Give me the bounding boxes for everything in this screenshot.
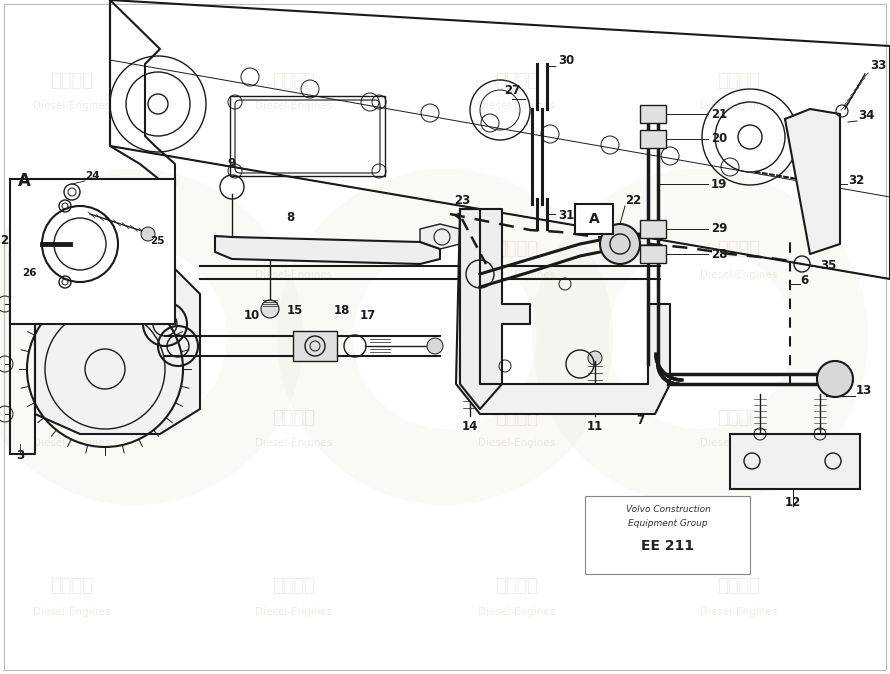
Text: Diesel-Engines: Diesel-Engines: [255, 270, 332, 280]
Text: Diesel-Engines: Diesel-Engines: [255, 607, 332, 617]
Text: 柴发动力: 柴发动力: [50, 72, 93, 90]
Text: EE 211: EE 211: [642, 539, 694, 553]
Text: A: A: [18, 172, 31, 190]
Bar: [640, 245, 666, 263]
Text: 1: 1: [101, 229, 109, 242]
Text: 14: 14: [462, 420, 478, 433]
Text: Diesel-Engines: Diesel-Engines: [478, 270, 554, 280]
Text: 30: 30: [558, 54, 574, 67]
Circle shape: [427, 338, 443, 354]
Circle shape: [261, 300, 279, 318]
Text: A: A: [588, 212, 599, 226]
Text: 25: 25: [150, 236, 165, 246]
Text: 31: 31: [558, 209, 574, 222]
Text: Diesel-Engines: Diesel-Engines: [700, 102, 777, 111]
Text: Diesel-Engines: Diesel-Engines: [33, 270, 109, 280]
Text: Diesel-Engines: Diesel-Engines: [33, 607, 109, 617]
Text: 20: 20: [711, 133, 727, 146]
Text: 柴发动力: 柴发动力: [272, 409, 315, 427]
Text: 34: 34: [858, 109, 874, 122]
Text: 柴发动力: 柴发动力: [717, 241, 760, 258]
Text: 6: 6: [800, 274, 808, 287]
Text: 24: 24: [85, 171, 100, 181]
Text: 10: 10: [244, 309, 260, 322]
Polygon shape: [420, 224, 460, 249]
Text: 26: 26: [22, 268, 36, 278]
Text: 21: 21: [711, 107, 727, 121]
Text: Diesel-Engines: Diesel-Engines: [33, 439, 109, 448]
Text: 7: 7: [636, 414, 644, 427]
Text: Volvo Construction: Volvo Construction: [626, 505, 710, 514]
Text: 17: 17: [360, 309, 376, 322]
Bar: [585, 496, 750, 574]
Bar: [575, 204, 613, 234]
Polygon shape: [785, 109, 840, 254]
Circle shape: [600, 224, 640, 264]
Bar: [10, 179, 175, 324]
Text: 8: 8: [286, 211, 294, 224]
Bar: [293, 331, 337, 361]
Text: Diesel-Engines: Diesel-Engines: [700, 607, 777, 617]
Circle shape: [588, 351, 602, 365]
Bar: [640, 105, 666, 123]
Text: 柴发动力: 柴发动力: [717, 578, 760, 595]
Text: 柴发动力: 柴发动力: [495, 241, 538, 258]
Text: 柴发动力: 柴发动力: [495, 578, 538, 595]
Text: 柴发动力: 柴发动力: [272, 72, 315, 90]
Text: 9: 9: [228, 157, 236, 170]
Text: 27: 27: [504, 84, 520, 97]
Text: 柴发动力: 柴发动力: [272, 578, 315, 595]
Text: 柴发动力: 柴发动力: [495, 72, 538, 90]
Text: 23: 23: [454, 194, 470, 207]
Circle shape: [463, 351, 477, 365]
Polygon shape: [215, 236, 440, 264]
Text: 22: 22: [625, 194, 642, 207]
Text: 33: 33: [870, 59, 886, 72]
Text: 15: 15: [287, 304, 303, 317]
Text: 柴发动力: 柴发动力: [50, 578, 93, 595]
Text: 18: 18: [334, 304, 350, 317]
Polygon shape: [460, 209, 530, 409]
Text: 19: 19: [711, 177, 727, 191]
Circle shape: [141, 227, 155, 241]
Text: 柴发动力: 柴发动力: [50, 241, 93, 258]
Text: 柴发动力: 柴发动力: [50, 409, 93, 427]
Text: Diesel-Engines: Diesel-Engines: [478, 607, 554, 617]
Text: 28: 28: [711, 247, 727, 260]
Text: 柴发动力: 柴发动力: [717, 72, 760, 90]
Text: 32: 32: [848, 174, 864, 187]
Text: Diesel-Engines: Diesel-Engines: [700, 270, 777, 280]
Text: 13: 13: [856, 384, 872, 397]
Bar: [730, 434, 860, 489]
Text: 4: 4: [845, 375, 854, 388]
Text: 16: 16: [154, 369, 170, 382]
Text: 5: 5: [148, 284, 156, 297]
Text: Diesel-Engines: Diesel-Engines: [33, 102, 109, 111]
Bar: [640, 130, 666, 148]
Text: Equipment Group: Equipment Group: [628, 520, 708, 528]
Text: 2: 2: [0, 234, 8, 247]
Polygon shape: [35, 269, 200, 434]
Text: Diesel-Engines: Diesel-Engines: [700, 439, 777, 448]
Text: 柴发动力: 柴发动力: [272, 241, 315, 258]
Text: Diesel-Engines: Diesel-Engines: [478, 102, 554, 111]
Bar: [230, 96, 385, 176]
Text: Diesel-Engines: Diesel-Engines: [255, 102, 332, 111]
Text: 柴发动力: 柴发动力: [717, 409, 760, 427]
Circle shape: [817, 361, 853, 397]
Text: Diesel-Engines: Diesel-Engines: [478, 439, 554, 448]
Text: 柴发动力: 柴发动力: [495, 409, 538, 427]
Text: 11: 11: [587, 420, 603, 433]
Text: Diesel-Engines: Diesel-Engines: [255, 439, 332, 448]
Text: 29: 29: [711, 222, 727, 235]
Text: 35: 35: [820, 259, 837, 272]
Text: 12: 12: [785, 496, 801, 509]
Text: 3: 3: [16, 449, 24, 462]
Bar: [640, 220, 666, 238]
Polygon shape: [456, 209, 670, 414]
